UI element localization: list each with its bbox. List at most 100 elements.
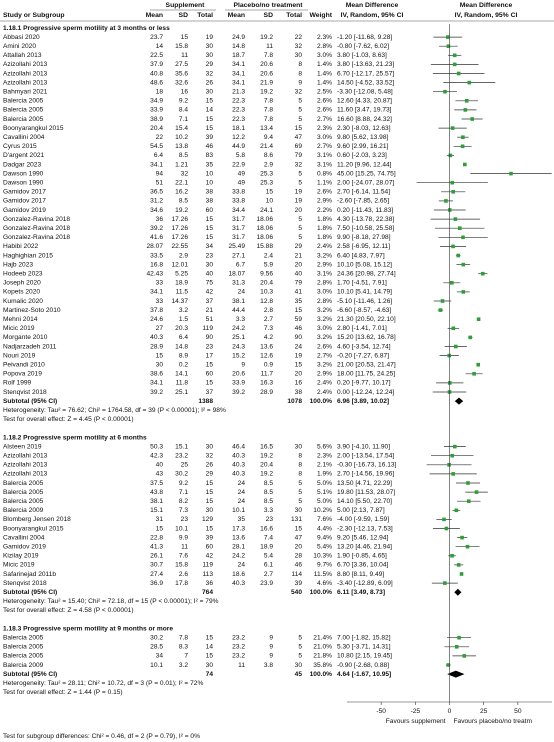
table-cell: 33.5 <box>150 252 163 259</box>
subtotal-total: 540 <box>291 589 302 596</box>
table-cell: 30 <box>206 88 214 95</box>
table-cell: 18.06 <box>256 216 273 223</box>
table-cell: 35 <box>295 298 303 305</box>
effect-marker <box>452 53 457 58</box>
table-cell: 5.25 <box>175 270 188 277</box>
table-cell: 8.9 <box>179 352 188 359</box>
table-cell: 10 <box>266 198 274 205</box>
table-cell: 2.6% <box>317 107 332 114</box>
table-cell: 15 <box>206 361 214 368</box>
table-cell: 19 <box>295 189 303 196</box>
table-cell: 34.4 <box>232 207 245 214</box>
table-cell: 23.9 <box>260 580 273 587</box>
ci-text: 2.30 [-8.03, 12.63] <box>337 125 391 132</box>
ci-method: IV, Random, 95% CI <box>341 12 404 19</box>
table-cell: 15 <box>206 480 214 487</box>
table-cell: 30 <box>295 507 303 514</box>
effect-marker <box>446 35 450 39</box>
study-name: Alsteen 2019 <box>3 443 42 450</box>
table-cell: 34.1 <box>232 61 245 68</box>
table-cell: 11.5% <box>314 571 332 578</box>
table-cell: 1.4% <box>317 79 332 86</box>
study-name: Gonzalez-Ravina 2018 <box>3 216 70 223</box>
ci-text: 12.60 [4.33, 20.87] <box>337 98 392 105</box>
table-cell: 75 <box>206 280 214 287</box>
table-cell: 9.4 <box>264 134 273 141</box>
table-cell: 14.8 <box>175 343 188 350</box>
table-cell: 29 <box>206 61 214 68</box>
table-cell: 34.9 <box>150 98 163 105</box>
ci-text: -5.10 [-11.46, 1.26] <box>337 298 392 305</box>
effect-marker <box>452 62 457 67</box>
table-cell: 29 <box>206 471 214 478</box>
table-cell: 3.2% <box>317 307 332 314</box>
table-cell: 5 <box>298 170 302 177</box>
subgroup-title: 1.18.2 Progressive sperm motility at 6 m… <box>3 434 147 441</box>
study-name: Morgante 2010 <box>3 334 48 341</box>
ci-text: 10.10 [5.41, 14.79] <box>337 289 392 296</box>
effect-marker <box>463 108 468 112</box>
ci-text: 1.90 [-0.85, 4.65] <box>337 553 387 560</box>
table-cell: 18.6 <box>232 571 245 578</box>
study-name: Balercia 2005 <box>3 480 44 487</box>
mean-header: Mean <box>228 12 245 19</box>
table-cell: 46.4 <box>232 443 245 450</box>
effect-marker <box>464 99 469 103</box>
table-cell: 40 <box>206 270 214 277</box>
table-cell: 42 <box>206 553 214 560</box>
study-name: Gamidov 2017 <box>3 198 46 205</box>
table-cell: 5 <box>298 644 302 651</box>
plot-method: IV, Random, 95% CI <box>455 12 518 19</box>
effect-marker <box>450 554 454 558</box>
study-name: D'argent 2021 <box>3 152 45 159</box>
table-cell: 8 <box>298 471 302 478</box>
table-cell: 79 <box>295 280 303 287</box>
sd-header: SD <box>179 12 189 19</box>
table-cell: 8.5 <box>264 498 273 505</box>
table-cell: 8.5 <box>264 480 273 487</box>
table-cell: 3.2% <box>317 334 332 341</box>
table-cell: 15 <box>181 34 189 41</box>
table-cell: 5.4% <box>317 543 332 550</box>
table-cell: 3.8 <box>264 662 273 669</box>
table-cell: 7.8 <box>264 107 273 114</box>
table-cell: 31.3 <box>232 280 245 287</box>
table-cell: 29 <box>295 243 303 250</box>
sd-header: SD <box>264 12 274 19</box>
table-cell: 15 <box>206 634 214 641</box>
ci-text: 0.20 [-11.43, 11.83] <box>337 207 393 214</box>
table-cell: 18.9 <box>260 543 273 550</box>
table-cell: 2.4% <box>317 243 332 250</box>
table-cell: 24.2 <box>232 325 245 332</box>
table-cell: 7.1 <box>179 116 188 123</box>
ci-text: 3.80 [-1.03, 8.63] <box>337 52 387 59</box>
table-cell: 18.7 <box>232 52 245 59</box>
study-name: Safarinejad 2011b <box>3 571 56 578</box>
table-cell: 23 <box>206 252 214 259</box>
table-cell: 51 <box>156 179 164 186</box>
study-name: Azizollahi 2013 <box>3 70 48 77</box>
table-cell: 5.0% <box>317 480 332 487</box>
table-cell: 50.3 <box>150 443 163 450</box>
table-cell: 15 <box>206 525 214 532</box>
table-cell: 10 <box>206 179 214 186</box>
table-cell: 24.6 <box>150 316 163 323</box>
study-name: Stenqvist 2018 <box>3 389 47 396</box>
table-cell: 30 <box>206 507 214 514</box>
study-name: Gamidov 2019 <box>3 207 46 214</box>
table-cell: 38.1 <box>150 498 163 505</box>
table-cell: 2.8 <box>264 307 273 314</box>
ci-text: 0.00 [-12.24, 12.24] <box>337 389 394 396</box>
effect-marker <box>468 335 473 340</box>
table-cell: 11 <box>181 52 188 59</box>
overall-effect: Test for overall effect: Z = 4.58 (P < 0… <box>3 607 134 614</box>
ci-text: -3.40 [-12.89, 6.09] <box>337 580 393 587</box>
table-cell: 24.2 <box>232 553 245 560</box>
subtotal-diamond <box>454 397 464 405</box>
table-cell: 18.06 <box>256 234 273 241</box>
table-cell: 15 <box>206 125 214 132</box>
table-cell: 5 <box>298 634 302 641</box>
study-name: Balercia 2005 <box>3 489 44 496</box>
table-cell: 31.2 <box>150 198 163 205</box>
effect-marker <box>443 89 447 94</box>
